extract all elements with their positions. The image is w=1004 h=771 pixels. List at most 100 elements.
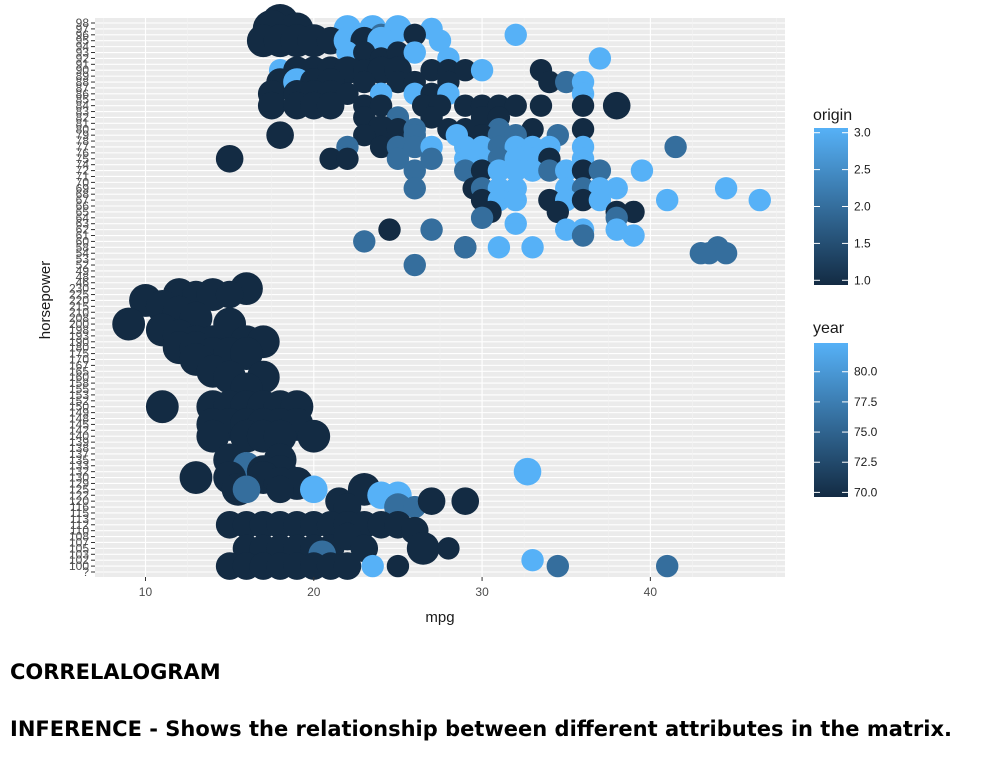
data-point [664,135,687,159]
y-tick-label: 138 [69,441,89,455]
y-tick-label: 83 [76,105,90,119]
data-point [215,280,244,309]
y-tick-label: 132 [69,465,89,479]
y-tick-label: 158 [69,376,89,390]
y-tick-label: 60 [76,234,90,248]
data-point [504,159,527,182]
legend-title: year [813,320,845,337]
y-tick-label: 193 [69,329,89,343]
legend-year: year 80.0 77.5 75.0 72.5 70.0 [813,320,878,499]
legend-title: origin [813,107,852,124]
y-tick-label: 88 [76,75,90,89]
data-point [513,457,542,486]
y-tick-label: 97 [76,22,90,36]
y-tick-label: 70 [76,175,90,189]
y-tick-label: 79 [76,128,90,142]
data-point [316,91,345,120]
data-point [451,487,480,515]
y-tick-label: 113 [70,512,89,526]
y-tick-label: 198 [69,323,89,337]
data-point [504,188,527,212]
y-tick-label: 81 [76,116,90,130]
data-point [571,224,595,247]
y-tick-label: 86 [76,87,90,101]
data-point [266,121,294,149]
legend-label: 2.5 [854,163,871,177]
y-tick-label: 66 [76,199,90,213]
y-tick-label: 175 [69,347,89,361]
colorbar [814,343,848,497]
legend-label: 77.5 [854,395,878,409]
caption-inference: INFERENCE - Shows the relationship betwe… [10,717,952,741]
data-point [386,70,410,94]
y-tick-label: 85 [76,93,90,107]
y-tick-label: 137 [69,447,89,461]
data-point [454,59,477,82]
y-tick-label: ? [82,565,89,579]
caption-title: CORRELALOGRAM [10,660,221,684]
legend-label: 80.0 [854,365,878,379]
y-tick-label: 133 [69,459,89,473]
y-tick-label: 75 [76,152,90,166]
data-point [257,91,286,120]
y-tick-label: 71 [76,169,90,183]
y-tick-label: 84 [76,99,90,113]
y-tick-label: 65 [76,205,90,219]
x-tick-label: 10 [139,585,153,599]
data-point [605,177,628,200]
y-tick-label: 139 [69,435,89,449]
data-point [714,242,738,265]
data-point [521,548,544,572]
data-point [428,29,452,52]
data-point [369,94,393,117]
y-tick-label: 103 [69,547,89,561]
y-tick-label: 68 [76,187,90,201]
data-point [353,41,376,64]
y-tick-label: 208 [69,311,89,325]
legend-label: 2.0 [854,200,871,214]
y-tick-label: 63 [76,217,90,231]
y-tick-label: 215 [69,299,89,313]
data-point [504,212,527,235]
data-point [555,218,578,241]
y-tick-label: 105 [69,541,89,555]
data-point [571,94,595,117]
y-tick-label: 148 [69,412,89,426]
data-point [230,337,263,370]
data-point [588,188,612,212]
data-point [571,118,595,141]
y-tick-label: 89 [76,69,90,83]
data-point [417,487,446,515]
y-tick-label: 92 [76,51,90,65]
data-point [403,177,426,200]
data-point [386,118,410,141]
data-point [437,537,460,560]
data-point [588,47,612,70]
data-point [714,177,738,200]
y-tick-label: 102 [69,553,89,567]
legend-label: 75.0 [854,425,878,439]
data-point [196,419,230,453]
legend-label: 70.0 [854,485,878,499]
y-tick-label: 140 [69,429,89,443]
data-point [406,531,440,565]
y-tick-label: 120 [69,494,89,508]
y-tick-label: 107 [69,535,89,549]
data-point [403,253,426,277]
y-tick-label: 149 [69,406,89,420]
y-tick-label: 72 [76,164,90,178]
y-tick-label: 129 [69,476,89,490]
data-point [353,230,376,253]
y-tick-label: 80 [76,122,90,136]
y-tick-label: 112 [70,518,89,532]
data-point [420,147,443,170]
data-point [487,159,511,182]
data-point [403,23,426,47]
data-point [529,94,553,117]
data-point [622,200,645,224]
data-point [403,41,426,64]
y-tick-label: 200 [69,317,89,331]
y-tick-label: 142 [69,423,89,437]
